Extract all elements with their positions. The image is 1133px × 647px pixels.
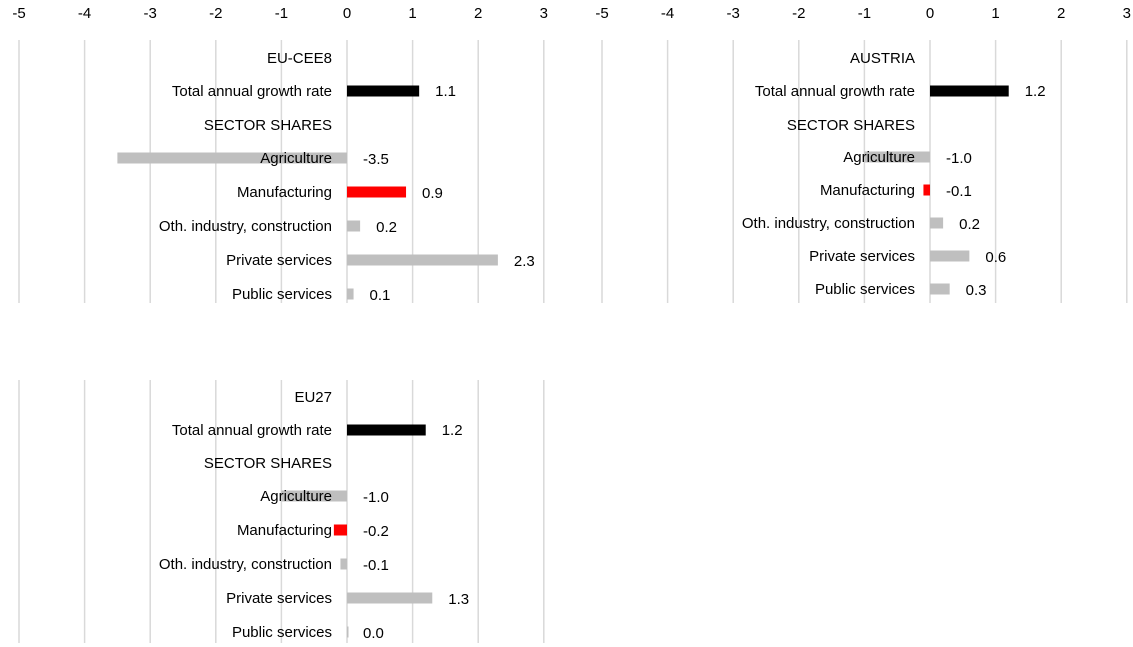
region-title: EU-CEE8 xyxy=(267,50,332,67)
category-label: Total annual growth rate xyxy=(755,83,915,100)
data-label: -0.2 xyxy=(363,523,389,540)
data-label: 1.1 xyxy=(435,83,456,100)
data-label: 1.3 xyxy=(448,591,469,608)
x-tick-label: 2 xyxy=(1057,5,1065,22)
x-tick-label: -2 xyxy=(209,5,222,22)
x-tick-label: -5 xyxy=(12,5,25,22)
data-label: 0.2 xyxy=(959,216,980,233)
bar xyxy=(333,524,347,536)
data-label: -0.1 xyxy=(946,183,972,200)
category-label: Oth. industry, construction xyxy=(159,556,332,573)
x-tick-label: -3 xyxy=(727,5,740,22)
data-label: -1.0 xyxy=(946,150,972,167)
section-header: SECTOR SHARES xyxy=(204,455,332,472)
bar xyxy=(930,217,944,229)
x-tick-label: -1 xyxy=(275,5,288,22)
region-title: EU27 xyxy=(294,389,332,406)
bar xyxy=(347,220,361,232)
panel-eu-cee8: -5 -4 -3 -2 -1 0 1 2 3 EU-CEE8 SECTOR SHARES Total … xyxy=(12,5,548,304)
data-label: 0.1 xyxy=(370,287,391,304)
data-label: 0.0 xyxy=(363,625,384,642)
category-label: Oth. industry, construction xyxy=(159,218,332,235)
bar xyxy=(923,184,930,196)
x-tick-label: -4 xyxy=(78,5,91,22)
bar xyxy=(347,626,349,638)
bar xyxy=(347,592,433,604)
category-label: Oth. industry, construction xyxy=(742,215,915,232)
category-label: Public services xyxy=(232,286,332,303)
data-label: 1.2 xyxy=(442,422,463,439)
section-header: SECTOR SHARES xyxy=(204,117,332,134)
region-title: AUSTRIA xyxy=(850,50,915,67)
data-label: -0.1 xyxy=(363,557,389,574)
data-label: -1.0 xyxy=(363,489,389,506)
category-label: Manufacturing xyxy=(820,182,915,199)
data-label: 0.3 xyxy=(966,282,987,299)
category-label: Total annual growth rate xyxy=(172,83,332,100)
category-label: Public services xyxy=(232,624,332,641)
bar xyxy=(930,283,950,295)
x-tick-label: 3 xyxy=(1123,5,1131,22)
data-label: 0.6 xyxy=(985,249,1006,266)
x-tick-label: -5 xyxy=(595,5,608,22)
x-tick-label: 1 xyxy=(991,5,999,22)
x-tick-label: -1 xyxy=(858,5,871,22)
category-label: Agriculture xyxy=(260,150,332,167)
x-tick-label: -4 xyxy=(661,5,674,22)
bar xyxy=(347,424,426,436)
bar xyxy=(347,288,354,300)
x-tick-label: -2 xyxy=(792,5,805,22)
bar xyxy=(117,152,348,164)
x-tick-label: 0 xyxy=(926,5,934,22)
category-label: Agriculture xyxy=(260,488,332,505)
x-tick-label: 3 xyxy=(540,5,548,22)
data-label: 0.9 xyxy=(422,185,443,202)
bar xyxy=(347,85,420,97)
category-label: Total annual growth rate xyxy=(172,422,332,439)
bar xyxy=(347,186,407,198)
category-label: Agriculture xyxy=(843,149,915,166)
bar xyxy=(281,490,347,502)
category-label: Public services xyxy=(815,281,915,298)
bar xyxy=(930,250,970,262)
bar xyxy=(864,151,930,163)
section-header: SECTOR SHARES xyxy=(787,117,915,134)
bar xyxy=(347,254,498,266)
panel-eu27: EU27 SECTOR SHARES Total annual growth rat… xyxy=(18,380,545,643)
data-label: 0.2 xyxy=(376,219,397,236)
x-tick-label: -3 xyxy=(144,5,157,22)
data-label: -3.5 xyxy=(363,151,389,168)
category-label: Private services xyxy=(226,252,332,269)
bar xyxy=(340,558,347,570)
x-tick-label: 0 xyxy=(343,5,351,22)
category-label: Manufacturing xyxy=(237,184,332,201)
data-label: 2.3 xyxy=(514,253,535,270)
category-label: Manufacturing xyxy=(237,522,332,539)
data-label: 1.2 xyxy=(1025,83,1046,100)
panel-austria: -5 -4 -3 -2 -1 0 1 2 3 AUSTRIA SECTOR SHARES Total … xyxy=(595,5,1131,303)
x-tick-label: 1 xyxy=(408,5,416,22)
category-label: Private services xyxy=(226,590,332,607)
category-label: Private services xyxy=(809,248,915,265)
x-tick-label: 2 xyxy=(474,5,482,22)
bar xyxy=(930,85,1009,97)
